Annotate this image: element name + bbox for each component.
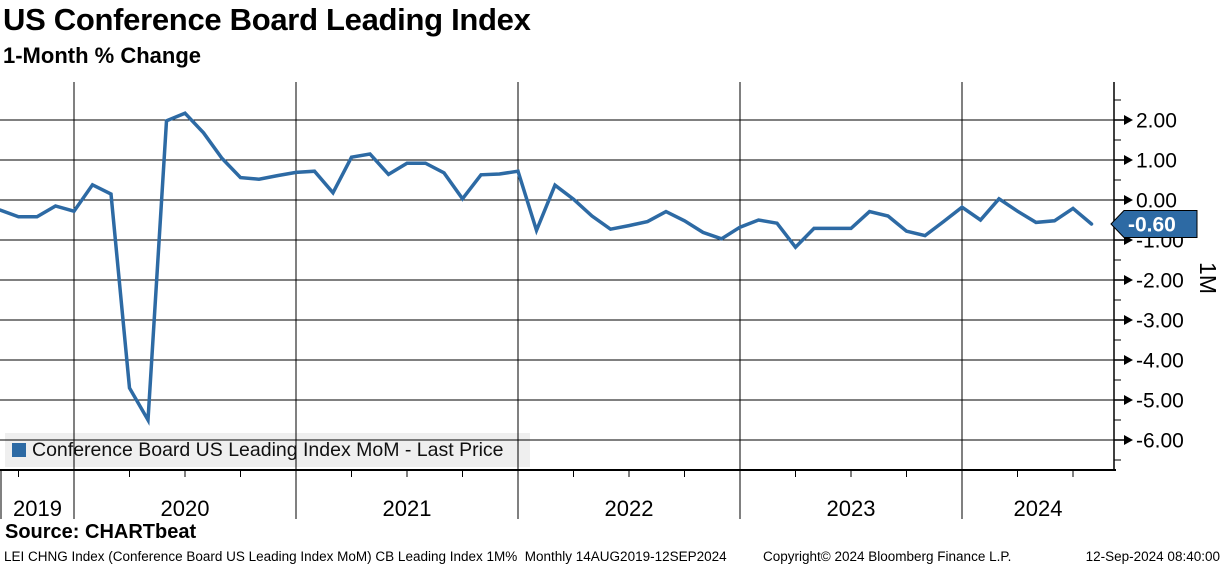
y-tick-arrow-icon <box>1124 115 1133 125</box>
x-year-label: 2022 <box>605 496 654 521</box>
legend: Conference Board US Leading Index MoM - … <box>5 433 530 467</box>
y-tick-arrow-icon <box>1124 315 1133 325</box>
axis-period-label: 1M <box>1195 262 1221 294</box>
y-tick-label: -3.00 <box>1136 310 1184 333</box>
y-tick-label: 1.00 <box>1136 150 1177 173</box>
x-year-label: 2019 <box>13 496 62 521</box>
y-tick-arrow-icon <box>1124 275 1133 285</box>
x-year-label: 2021 <box>383 496 432 521</box>
source-label: Source: CHARTbeat <box>5 521 197 543</box>
x-axis-ticks <box>0 470 1074 519</box>
y-tick-label: -2.00 <box>1136 270 1184 293</box>
legend-swatch-icon <box>12 443 26 457</box>
footer-timestamp: 12-Sep-2024 08:40:00 <box>1085 549 1220 564</box>
y-tick-arrow-icon <box>1124 355 1133 365</box>
chart-title: US Conference Board Leading Index <box>3 2 531 37</box>
x-axis-year-labels: 2019 2020 2021 2022 2023 2024 <box>13 496 1062 521</box>
gridlines <box>0 82 1114 470</box>
y-tick-arrow-icon <box>1124 435 1133 445</box>
chart-subtitle: 1-Month % Change <box>3 43 201 68</box>
last-price-badge <box>1110 210 1198 238</box>
y-tick-arrow-icon <box>1124 395 1133 405</box>
y-tick-arrow-icon <box>1124 195 1133 205</box>
x-year-label: 2020 <box>161 496 210 521</box>
x-year-label: 2024 <box>1014 496 1063 521</box>
y-axis-ticks: 2.001.000.00-1.00-2.00-3.00-4.00-5.00-6.… <box>1114 99 1184 461</box>
y-tick-label: -5.00 <box>1136 390 1184 413</box>
y-tick-label: 2.00 <box>1136 110 1177 133</box>
y-tick-label: -4.00 <box>1136 350 1184 373</box>
footer-description: LEI CHNG Index (Conference Board US Lead… <box>4 549 727 564</box>
x-year-label: 2023 <box>827 496 876 521</box>
legend-label: Conference Board US Leading Index MoM - … <box>32 438 504 461</box>
legend-background <box>5 433 530 467</box>
last-price-value: -0.60 <box>1128 214 1176 237</box>
y-tick-arrow-icon <box>1124 155 1133 165</box>
y-tick-label: -6.00 <box>1136 430 1184 453</box>
footer-copyright: Copyright© 2024 Bloomberg Finance L.P. <box>763 549 1012 564</box>
y-tick-label: 0.00 <box>1136 190 1177 213</box>
series-line <box>0 111 1094 426</box>
